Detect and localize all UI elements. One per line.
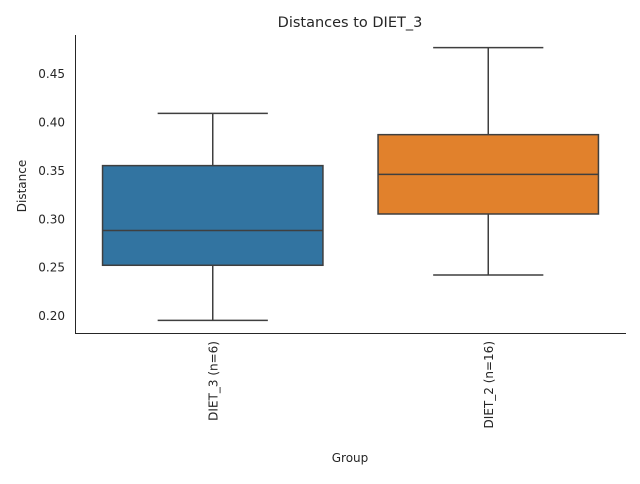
y-tick-label: 0.30 [38, 212, 65, 226]
box-group [378, 48, 598, 275]
y-tick-label: 0.25 [38, 261, 65, 275]
boxplot-chart: Distances to DIET_3 Group Distance 0.20 0… [0, 0, 640, 480]
x-tick-label: DIET_2 (n=16) [482, 341, 496, 428]
y-axis-label: Distance [15, 160, 29, 212]
y-tick-label: 0.35 [38, 164, 65, 178]
x-tick-label: DIET_3 (n=6) [206, 341, 220, 421]
box-iqr [103, 166, 323, 266]
y-tick-label: 0.20 [38, 309, 65, 323]
y-tick-label: 0.45 [38, 67, 65, 81]
y-tick-label: 0.40 [38, 116, 65, 130]
box-group [103, 113, 323, 320]
chart-title: Distances to DIET_3 [278, 15, 423, 31]
x-axis-label: Group [332, 451, 369, 465]
